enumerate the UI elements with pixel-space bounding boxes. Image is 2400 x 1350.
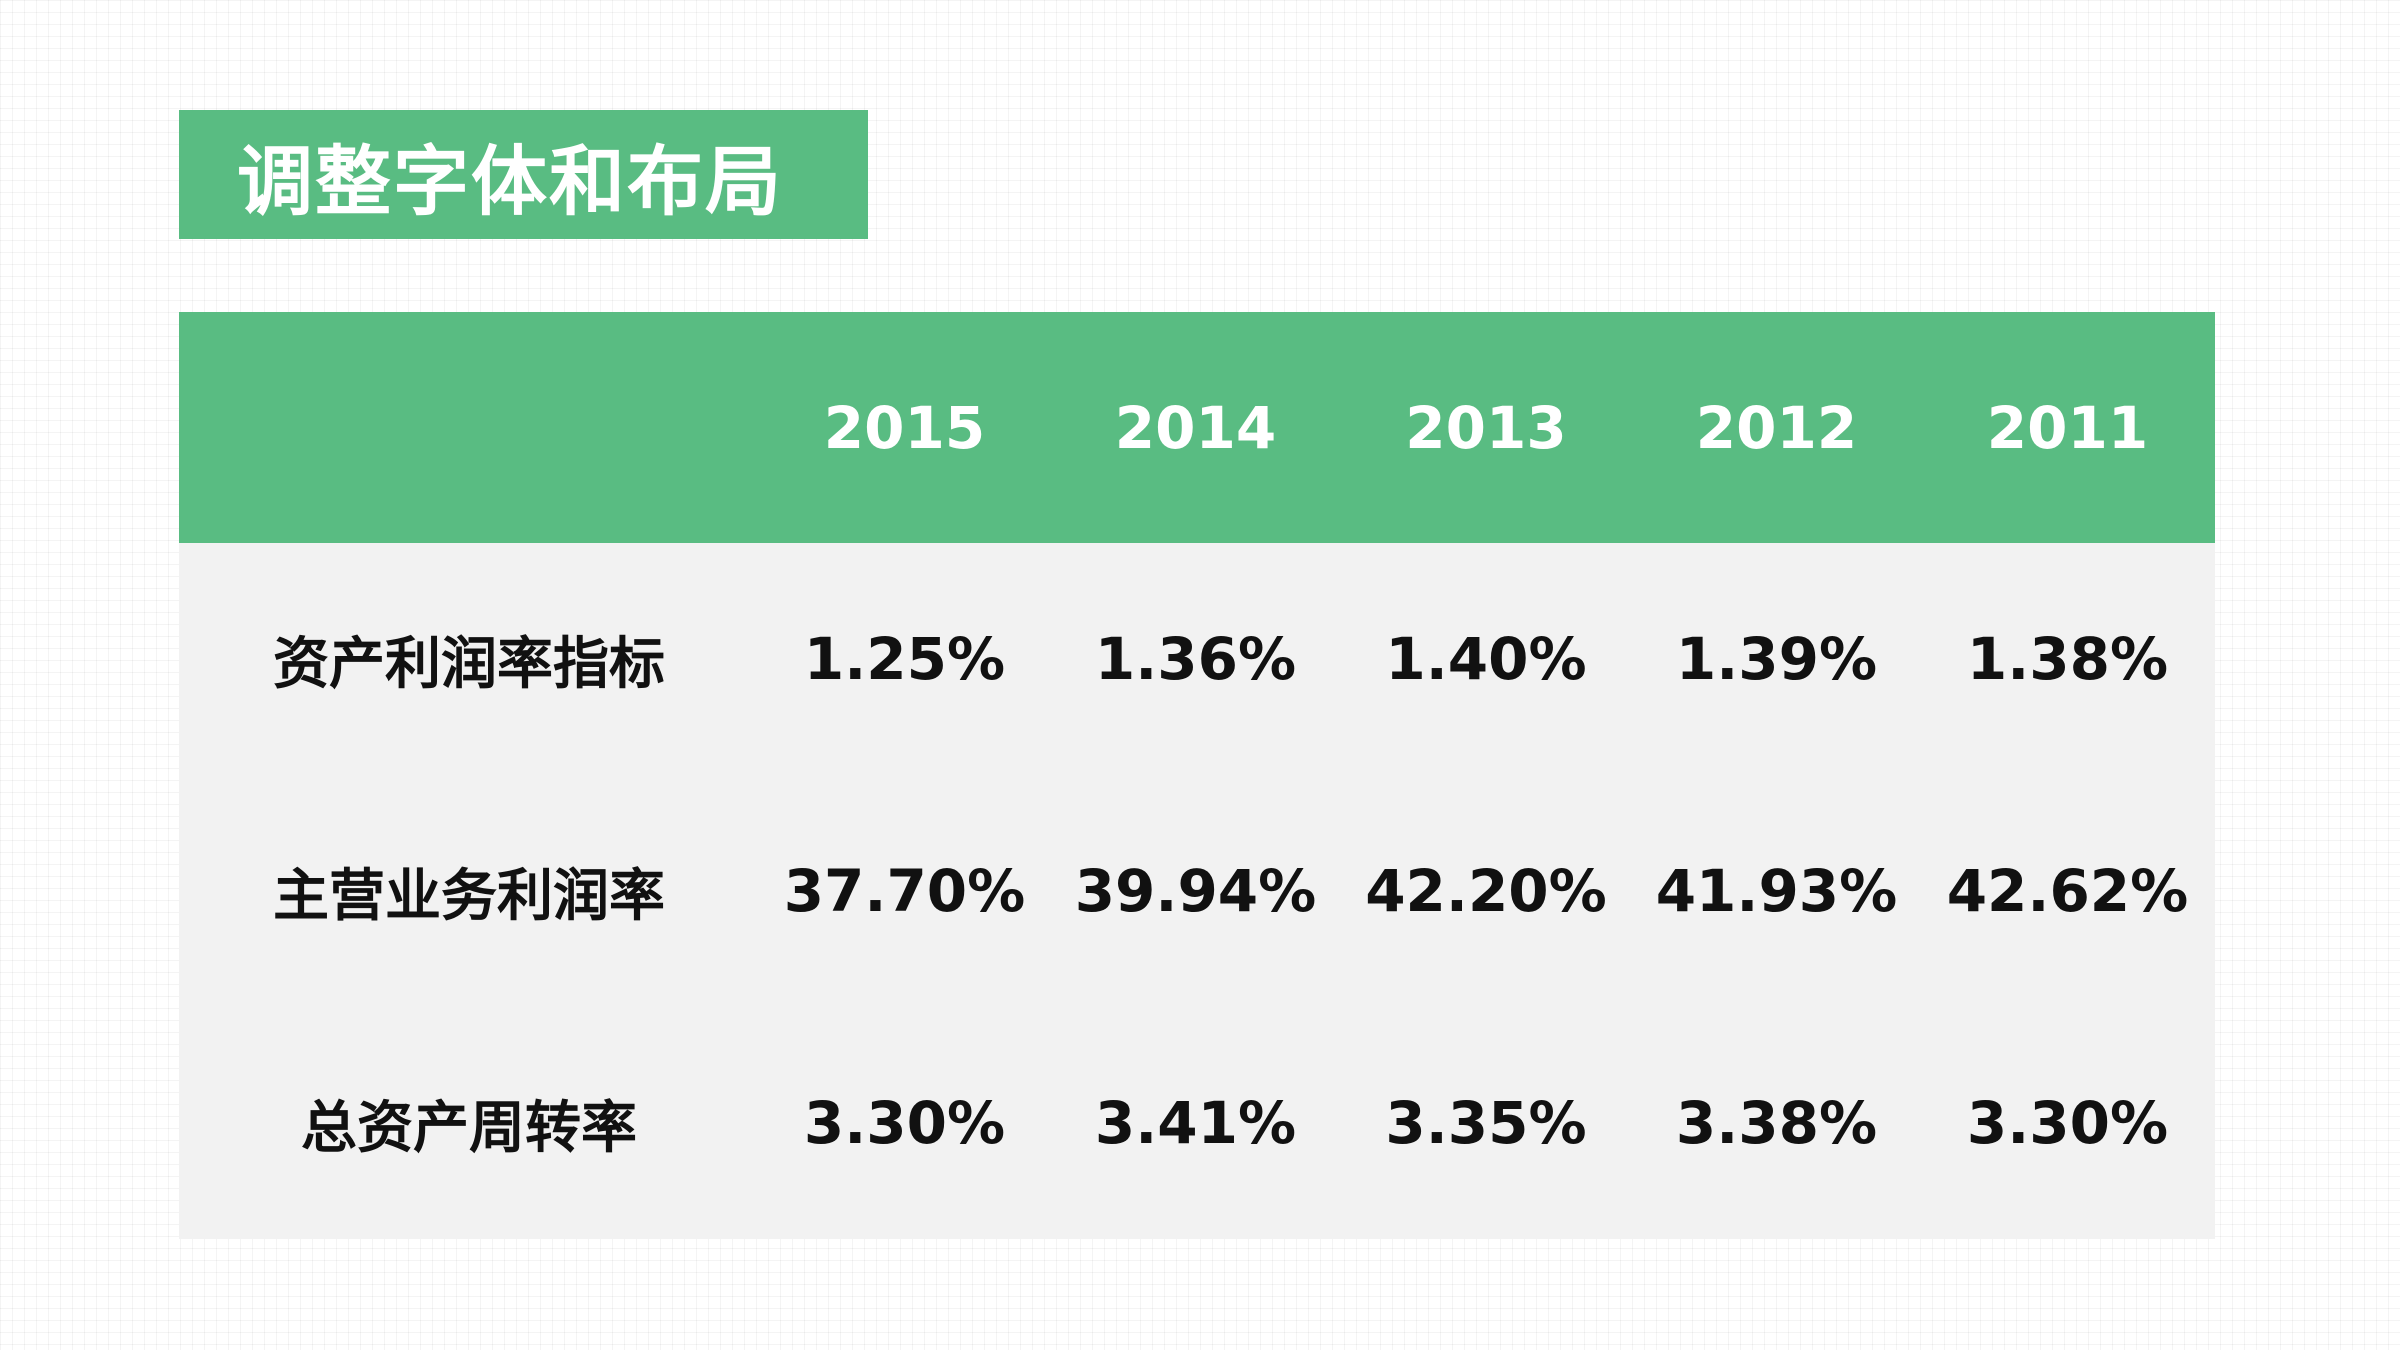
- table-header-row: 2015 2014 2013 2012 2011: [179, 312, 2215, 543]
- row-label-asset-profit-rate: 资产利润率指标: [273, 631, 665, 697]
- column-header-2011: 2011: [1986, 393, 2149, 462]
- table-cell: 3.30%: [803, 1089, 1006, 1157]
- title-banner: 调整字体和布局: [179, 110, 868, 239]
- table-cell: 41.93%: [1655, 857, 1898, 925]
- table-cell: 3.38%: [1675, 1089, 1878, 1157]
- table-cell: 37.70%: [783, 857, 1026, 925]
- table-cell: 3.30%: [1966, 1089, 2169, 1157]
- table-cell: 39.94%: [1074, 857, 1317, 925]
- table-cell: 3.41%: [1094, 1089, 1297, 1157]
- column-header-2013: 2013: [1405, 393, 1567, 462]
- table-body: 资产利润率指标 1.25% 1.36% 1.40% 1.39% 1.38% 主营…: [179, 543, 2215, 1239]
- column-header-2012: 2012: [1695, 393, 1858, 462]
- table-cell: 42.62%: [1946, 857, 2189, 925]
- table-cell: 1.39%: [1675, 625, 1878, 693]
- row-label-total-asset-turnover: 总资产周转率: [301, 1095, 637, 1161]
- page-title: 调整字体和布局: [237, 136, 783, 226]
- column-header-2015: 2015: [823, 393, 986, 462]
- table-cell: 1.40%: [1385, 625, 1587, 693]
- table-cell: 42.20%: [1365, 857, 1607, 925]
- table-cell: 1.36%: [1094, 625, 1297, 693]
- table-cell: 3.35%: [1385, 1089, 1587, 1157]
- table-cell: 1.38%: [1966, 625, 2169, 693]
- column-header-2014: 2014: [1114, 393, 1277, 462]
- data-table: 2015 2014 2013 2012 2011 资产利润率指标 1.25% 1…: [179, 312, 2215, 1239]
- row-label-main-business-profit-rate: 主营业务利润率: [273, 863, 665, 929]
- table-cell: 1.25%: [803, 625, 1006, 693]
